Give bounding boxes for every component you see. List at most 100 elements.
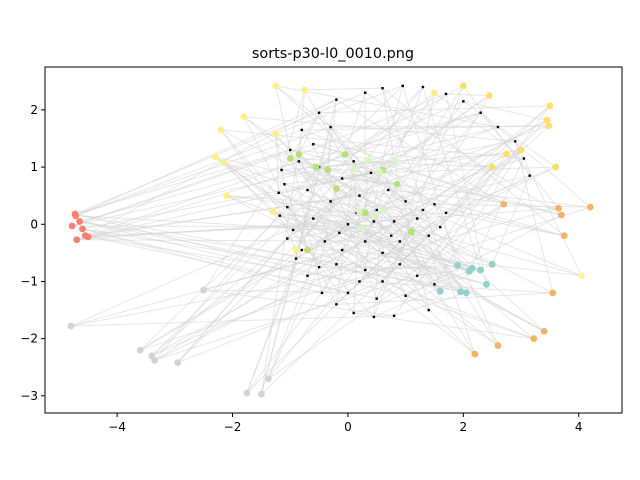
core-point <box>335 303 338 306</box>
x-tick-label: −4 <box>108 420 126 434</box>
data-point <box>546 102 554 110</box>
connector-line <box>281 89 306 171</box>
connector-line <box>514 141 554 294</box>
core-point <box>278 214 282 217</box>
data-point <box>503 150 510 158</box>
data-point <box>272 82 280 90</box>
core-point <box>375 297 378 300</box>
connector-line <box>151 201 331 357</box>
connector-line <box>370 172 398 185</box>
data-point <box>407 228 415 236</box>
connector-line <box>393 292 467 317</box>
data-point <box>468 264 476 272</box>
connector-line <box>275 133 280 193</box>
connector-line <box>177 238 288 364</box>
connector-line <box>70 218 314 327</box>
core-point <box>401 84 404 88</box>
core-point <box>286 237 289 240</box>
core-point <box>346 223 350 226</box>
core-point <box>289 148 292 152</box>
data-point <box>67 322 75 330</box>
connector-line <box>382 126 499 171</box>
core-point <box>294 257 298 260</box>
core-point <box>364 240 367 243</box>
connector-line <box>203 289 395 317</box>
connector-line <box>359 158 525 213</box>
connector-line <box>335 212 366 265</box>
connector-line <box>74 149 291 215</box>
core-point <box>528 174 531 177</box>
core-point <box>335 98 338 101</box>
connector-line <box>379 85 404 172</box>
data-point <box>243 389 251 397</box>
connector-line <box>76 239 400 242</box>
connector-line <box>139 249 303 351</box>
connector-line <box>514 141 583 276</box>
data-point <box>471 350 479 358</box>
connector-line <box>275 133 285 185</box>
data-point <box>485 92 493 99</box>
x-tick-label: 4 <box>575 420 583 434</box>
data-point <box>361 209 369 217</box>
core-point <box>329 200 332 203</box>
core-point <box>364 268 367 272</box>
core-point <box>392 314 396 317</box>
data-point <box>295 151 303 158</box>
core-point <box>352 311 355 315</box>
connector-line <box>226 195 423 211</box>
connector-line <box>298 89 306 162</box>
connector-line <box>267 112 482 379</box>
core-point <box>381 86 384 90</box>
connector-line <box>246 101 464 394</box>
connector-line <box>324 241 476 355</box>
connector-line <box>422 86 482 271</box>
connector-line <box>289 158 383 282</box>
core-point <box>312 143 315 146</box>
connector-line <box>278 171 380 194</box>
data-point <box>292 246 300 254</box>
core-point <box>415 274 419 277</box>
connector-line <box>327 99 337 171</box>
data-point <box>301 86 309 94</box>
connector-line <box>260 129 303 395</box>
x-axis: −4 −2 0 2 4 <box>108 413 583 434</box>
data-point <box>500 200 508 208</box>
connector-line <box>154 275 418 361</box>
connector-line <box>268 275 418 380</box>
connector-line <box>428 309 476 355</box>
connector-line <box>422 209 582 277</box>
data-point <box>545 122 553 130</box>
core-point <box>280 168 283 172</box>
core-point <box>439 225 442 229</box>
data-point <box>457 288 464 296</box>
core-point <box>433 203 436 206</box>
data-point <box>543 116 551 124</box>
connector-line <box>76 160 300 241</box>
core-point <box>421 85 425 89</box>
data-point <box>540 327 548 335</box>
connector-line <box>307 188 337 276</box>
connector-line <box>301 129 329 171</box>
connector-line <box>261 235 430 395</box>
data-point <box>73 236 81 244</box>
connector-line <box>304 87 383 91</box>
connector-line <box>359 195 412 233</box>
connector-line <box>79 112 481 222</box>
connector-line <box>344 92 366 155</box>
core-point <box>283 183 286 186</box>
connector-line <box>373 86 424 216</box>
connector-line <box>336 292 553 305</box>
data-point <box>578 272 586 280</box>
connector-line <box>393 221 476 355</box>
data-point <box>586 203 594 211</box>
connector-line <box>445 93 487 285</box>
connector-line <box>79 220 418 277</box>
core-point <box>369 171 373 175</box>
core-point <box>390 234 393 237</box>
core-point <box>514 140 517 143</box>
data-point <box>517 146 525 154</box>
connector-line <box>307 189 389 251</box>
connector-lines <box>70 85 591 395</box>
data-point <box>376 168 384 176</box>
